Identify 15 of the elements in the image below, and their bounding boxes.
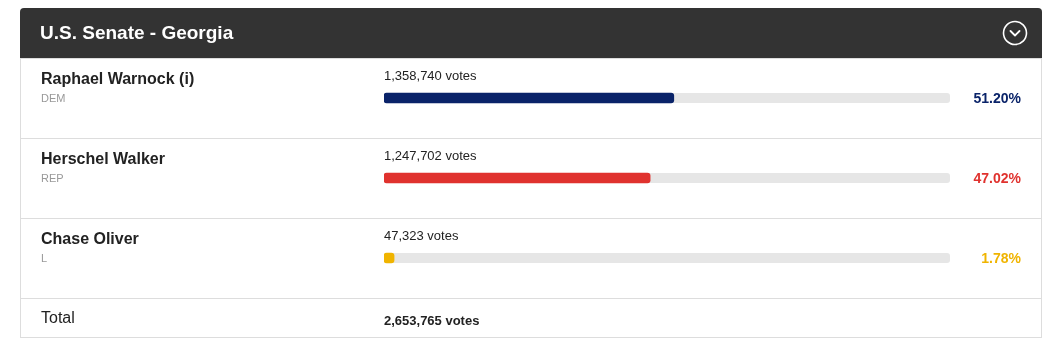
text: DEM bbox=[41, 92, 66, 105]
data-label: 51.20% bbox=[973, 89, 1022, 106]
y-tick-label: Raphael Warnock (i) bbox=[41, 70, 195, 88]
y-tick-label: Herschel Walker bbox=[41, 150, 165, 168]
data-label: 1.78% bbox=[981, 249, 1022, 266]
y-tick-label: Chase Oliver bbox=[41, 230, 139, 248]
annotation: 1,247,702 votes bbox=[384, 147, 478, 163]
text: U.S. Senate - Georgia bbox=[40, 22, 234, 44]
annotation: 47,323 votes bbox=[384, 227, 459, 243]
text: L bbox=[41, 252, 48, 265]
data-label: 47.02% bbox=[973, 169, 1022, 186]
text: 2,653,765 votes bbox=[384, 313, 480, 328]
text: REP bbox=[41, 172, 64, 185]
annotation: 1,358,740 votes bbox=[384, 67, 478, 83]
text: Total bbox=[41, 309, 75, 327]
